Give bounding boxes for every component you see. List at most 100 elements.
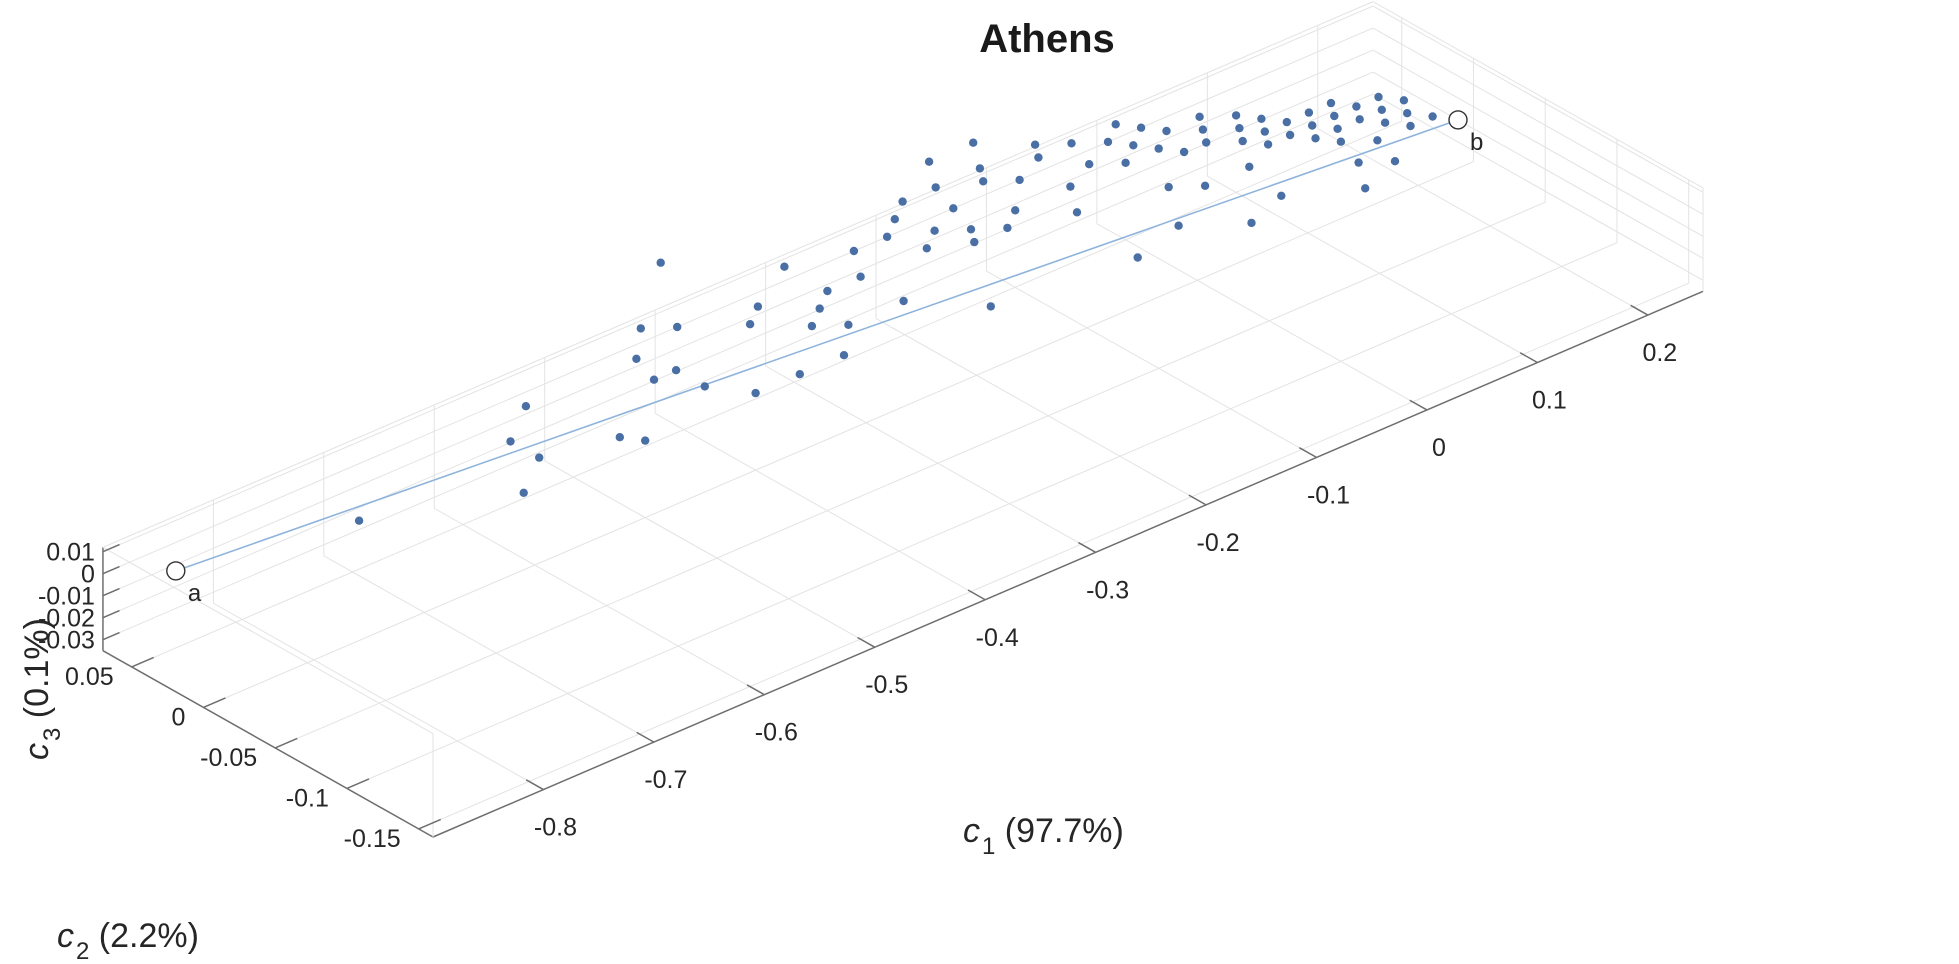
z-tick-mark [102,631,120,641]
grid-line [102,93,1374,641]
data-point [1257,114,1266,124]
x-tick-mark [1298,447,1317,459]
x-tick-label: -0.8 [534,814,577,842]
chart-title: Athens [979,17,1115,61]
data-point [1085,160,1094,169]
z-tick-label: -0.01 [38,583,95,611]
y-tick-label: -0.05 [200,744,257,772]
data-point [979,177,988,186]
data-point [1282,117,1292,127]
data-point [1354,158,1363,167]
grid-line [986,270,1317,458]
data-point [1202,138,1211,147]
x-tick-label: -0.3 [1086,576,1129,604]
data-point [882,232,892,241]
data-point [1235,124,1244,133]
data-point [1103,137,1113,147]
x-axis-ticks: -0.8 -0.7 -0.6 -0.5 -0.4 -0.3 -0.2 -0.1 0 0.1 0.2 [525,304,1677,842]
data-point [1129,141,1138,150]
grid-line [1372,49,1704,237]
grid-line [203,161,1474,708]
data-point [1352,102,1361,111]
data-point [823,286,832,296]
data-point [1162,126,1171,136]
data-point [1403,109,1412,118]
data-point [1011,206,1020,215]
data-point [1034,153,1043,162]
grid-line [102,71,1374,619]
data-point [1195,112,1204,122]
box-edge [102,546,434,735]
data-point [949,204,958,213]
grid-line [323,555,655,743]
grid-lines [102,5,1704,830]
x-tick-label: 0 [1432,434,1446,462]
grid-line [765,365,1096,553]
x-tick-label: 0.1 [1532,387,1567,415]
x-tick-label: -0.5 [865,671,908,699]
x-tick-mark [967,589,986,601]
data-point [1355,115,1364,124]
data-point [700,382,709,391]
data-point [1399,96,1409,105]
z-axis-label: c3 (0.1%) [18,618,66,760]
data-point [1200,181,1210,190]
data-point [975,164,985,173]
data-point [1428,112,1437,121]
data-point [745,320,755,329]
z-tick-mark [102,543,120,553]
x-tick-label: -0.1 [1307,481,1350,509]
data-points [354,92,1437,525]
data-point [506,437,515,446]
y-axis-ticks: 0.05 0 -0.05 -0.1 -0.15 [65,656,442,853]
y-tick-mark [418,818,442,830]
data-point [1066,182,1075,191]
grid-line [274,201,1546,749]
grid-line [1372,93,1704,281]
grid-line [418,282,1689,830]
data-point [1121,158,1130,167]
data-point [615,433,624,442]
data-point [1231,111,1241,120]
grid-line [434,507,765,696]
z-tick-label: 0.01 [46,539,95,567]
data-point [1330,111,1339,121]
grid-line [102,5,1374,553]
data-point [1015,175,1024,185]
endpoint-label: a [188,580,202,607]
grid-line [654,413,986,601]
data-point [856,272,865,281]
data-point [656,258,665,267]
data-point [1333,124,1342,133]
data-point [1067,139,1076,148]
x-tick-label: 0.2 [1642,339,1677,367]
y-tick-mark [346,778,370,790]
endpoint-label: b [1470,129,1483,156]
x-tick-mark [1519,352,1538,364]
z-tick-label: -0.03 [38,627,95,655]
data-point [922,244,931,253]
data-point [636,324,645,333]
x-tick-label: -0.7 [644,766,687,794]
trajectory-polyline [175,119,1459,572]
y-tick-label: -0.15 [344,825,401,853]
data-point [815,304,824,313]
data-point [1336,137,1346,146]
endpoint-marker [1448,110,1468,130]
grid-line [102,27,1374,575]
data-point [1304,108,1314,117]
data-point [1198,125,1208,134]
y-axis-line [102,650,434,838]
x-axis-label: c1 (97.7%) [963,812,1124,860]
box-edge [1372,1,1704,189]
x-tick-mark [746,684,765,696]
data-point [795,370,804,379]
data-point [519,488,528,497]
box-edge [102,1,1374,548]
z-tick-label: 0 [81,561,95,589]
data-point [1164,182,1173,192]
data-point [673,322,682,332]
data-point [753,302,763,311]
data-point [924,157,934,166]
data-point [849,246,859,256]
